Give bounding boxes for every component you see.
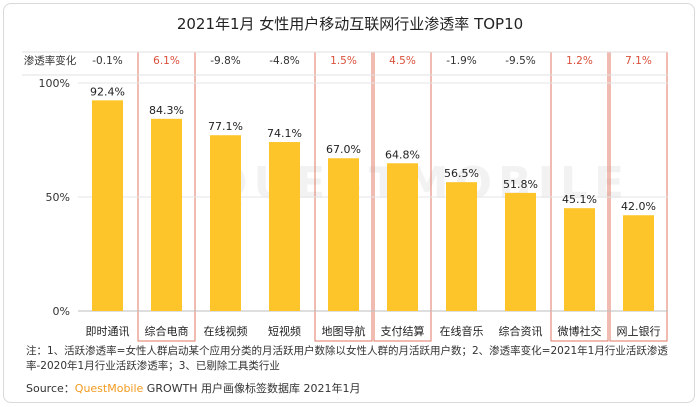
category-label: 即时通讯: [86, 325, 130, 338]
change-label: -4.8%: [269, 55, 299, 67]
category-label: 网上银行: [617, 324, 661, 338]
value-label: 56.5%: [444, 167, 479, 180]
value-label: 51.8%: [503, 178, 538, 191]
y-tick-label: 0%: [53, 305, 70, 318]
y-tick-label: 50%: [46, 191, 70, 204]
value-label: 92.4%: [90, 85, 125, 98]
change-label: -9.5%: [505, 55, 535, 67]
bar: [387, 163, 418, 311]
change-label: 1.5%: [330, 55, 357, 67]
category-label: 在线视频: [204, 324, 248, 338]
source-brand: QuestMobile: [74, 382, 144, 395]
y-tick-label: 100%: [39, 77, 70, 90]
chart-title: 2021年1月 女性用户移动互联网行业渗透率 TOP10: [176, 15, 524, 33]
category-label: 在线音乐: [440, 324, 484, 338]
bar: [623, 215, 654, 311]
category-label: 地图导航: [322, 324, 366, 338]
category-label: 微博社交: [558, 324, 602, 338]
category-label: 综合资讯: [499, 324, 543, 338]
bar: [564, 208, 595, 311]
bar: [505, 192, 536, 311]
bar: [92, 100, 123, 311]
change-row-label: 渗透率变化: [24, 54, 77, 67]
change-label: -0.1%: [92, 55, 122, 67]
source-suffix: GROWTH 用户画像标签数据库 2021年1月: [143, 382, 361, 395]
bar: [151, 118, 182, 312]
category-label: 支付结算: [381, 324, 425, 338]
bar: [328, 158, 359, 311]
bar: [446, 182, 477, 311]
value-label: 74.1%: [267, 127, 302, 140]
value-label: 64.8%: [385, 148, 420, 161]
change-label: -9.8%: [210, 55, 240, 67]
change-label: 7.1%: [625, 55, 652, 67]
bar: [210, 135, 241, 311]
value-label: 84.3%: [149, 104, 184, 117]
value-label: 77.1%: [208, 120, 243, 133]
chart-frame: [3, 3, 695, 403]
footnote: 注：1、活跃渗透率=女性人群启动某个应用分类的月活跃用户数除以女性人群的月活跃用…: [26, 345, 668, 372]
value-label: 42.0%: [621, 200, 656, 213]
change-label: 4.5%: [389, 55, 416, 67]
value-label: 45.1%: [562, 193, 597, 206]
bar: [269, 142, 300, 311]
category-label: 短视频: [268, 324, 301, 338]
change-label: 1.2%: [566, 55, 593, 67]
source-line: Source：QuestMobile GROWTH 用户画像标签数据库 2021…: [26, 380, 361, 396]
category-label: 综合电商: [145, 324, 189, 338]
source-prefix: Source：: [26, 382, 75, 395]
value-label: 67.0%: [326, 143, 361, 156]
change-label: -1.9%: [446, 55, 476, 67]
change-label: 6.1%: [153, 55, 180, 67]
